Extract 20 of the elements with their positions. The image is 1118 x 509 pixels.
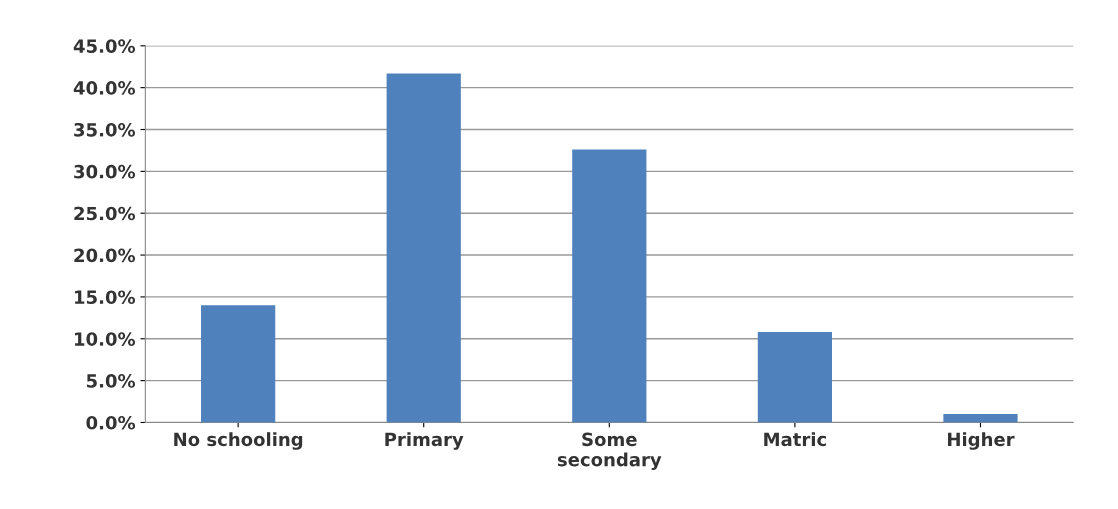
y-tick-label: 15.0% [75,290,136,305]
y-tick-label: 20.0% [74,248,136,263]
bar [572,149,647,423]
y-tick-label: 10.0% [75,332,136,346]
y-tick-label: 40.0% [73,81,136,95]
x-tick-label: Matric [764,432,826,447]
y-tick-label: 5.0% [86,374,136,388]
y-tick-label: 35.0% [74,122,136,137]
bar [386,73,461,423]
y-tick-label: 30.0% [74,164,136,179]
bar [757,332,833,423]
x-tick-label: Some secondary [557,432,662,471]
y-tick-label: 45.0% [73,39,136,53]
y-tick-label: 25.0% [74,206,136,221]
bar [201,305,276,423]
x-tick-label: Primary [385,432,464,450]
x-tick-label: No schooling [174,432,303,450]
y-tick-label: 0.0% [86,415,136,430]
bar [943,414,1018,423]
x-tick-label: Higher [948,432,1015,450]
